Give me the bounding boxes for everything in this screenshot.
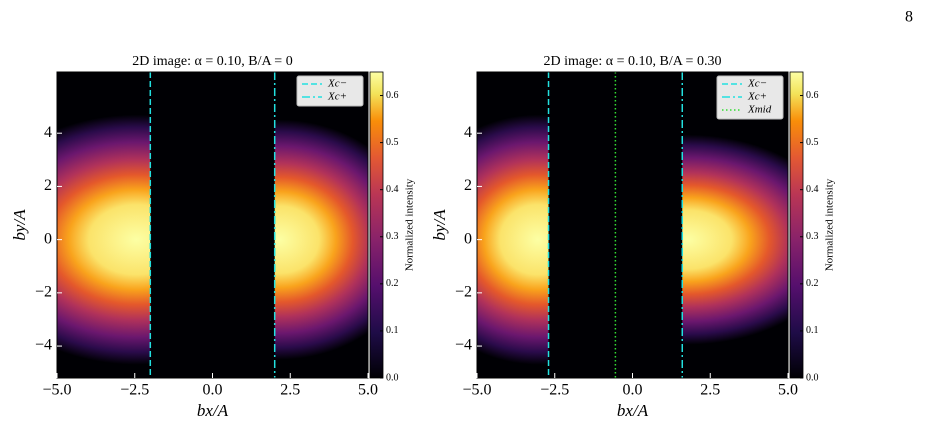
x-tick-label: 0.0 — [623, 382, 643, 399]
legend-label: Xc+ — [327, 91, 347, 103]
chart-title: 2D image: α = 0.10, B/A = 0.30 — [544, 54, 722, 69]
glow — [682, 134, 788, 345]
colorbar-label: Normalized intensity — [404, 178, 416, 271]
y-tick-label: 2 — [44, 177, 52, 194]
x-tick-label: 5.0 — [778, 382, 798, 399]
colorbar-tick-label: 0.5 — [386, 137, 399, 148]
colorbar-tick-label: 0.1 — [386, 325, 399, 336]
chart-title: 2D image: α = 0.10, B/A = 0 — [132, 54, 292, 69]
colorbar-tick-label: 0.4 — [806, 184, 819, 195]
legend-label: Xc− — [327, 78, 347, 90]
glow — [57, 114, 151, 365]
heatmap — [477, 114, 788, 365]
colorbar-tick-label: 0.6 — [386, 90, 399, 101]
colorbar-tick-label: 0.2 — [806, 278, 819, 289]
y-tick-label: −4 — [35, 337, 52, 354]
colorbar-tick-label: 0.2 — [386, 278, 399, 289]
colorbar-tick-label: 0.6 — [806, 90, 819, 101]
x-tick-label: 0.0 — [203, 382, 223, 399]
glow — [274, 119, 368, 360]
y-tick-label: −4 — [455, 337, 472, 354]
glow — [477, 114, 549, 365]
x-tick-label: 5.0 — [358, 382, 378, 399]
y-tick-label: 0 — [464, 230, 472, 247]
colorbar-label: Normalized intensity — [824, 178, 836, 271]
colorbar-tick-label: 0.0 — [806, 372, 819, 383]
page-number: 8 — [905, 9, 913, 26]
x-axis-label: bx/A — [617, 401, 649, 420]
legend-label: Xc+ — [747, 91, 767, 103]
colorbar-tick-label: 0.4 — [386, 184, 399, 195]
x-tick-label: −2.5 — [540, 382, 569, 399]
x-tick-label: 2.5 — [700, 382, 720, 399]
y-tick-label: 4 — [44, 124, 52, 141]
legend-box — [716, 75, 784, 120]
x-tick-label: −5.0 — [42, 382, 71, 399]
y-tick-label: 2 — [464, 177, 472, 194]
colorbar-tick-label: 0.5 — [806, 137, 819, 148]
x-axis-label: bx/A — [197, 401, 229, 420]
legend-label: Xmid — [747, 104, 772, 116]
y-tick-label: −2 — [455, 284, 472, 301]
heatmap — [57, 114, 368, 365]
colorbar-tick-label: 0.3 — [806, 231, 819, 242]
x-tick-label: 2.5 — [280, 382, 300, 399]
x-tick-label: −2.5 — [120, 382, 149, 399]
colorbar-tick-label: 0.3 — [386, 231, 399, 242]
y-tick-label: 4 — [464, 124, 472, 141]
y-tick-label: 0 — [44, 230, 52, 247]
colorbar — [369, 71, 384, 379]
colorbar — [789, 71, 804, 379]
legend-label: Xc− — [747, 78, 767, 90]
y-axis-label: by/A — [10, 209, 29, 241]
y-tick-label: −2 — [35, 284, 52, 301]
colorbar-tick-label: 0.1 — [806, 325, 819, 336]
y-axis-label: by/A — [430, 209, 449, 241]
x-tick-label: −5.0 — [462, 382, 491, 399]
colorbar-tick-label: 0.0 — [386, 372, 399, 383]
